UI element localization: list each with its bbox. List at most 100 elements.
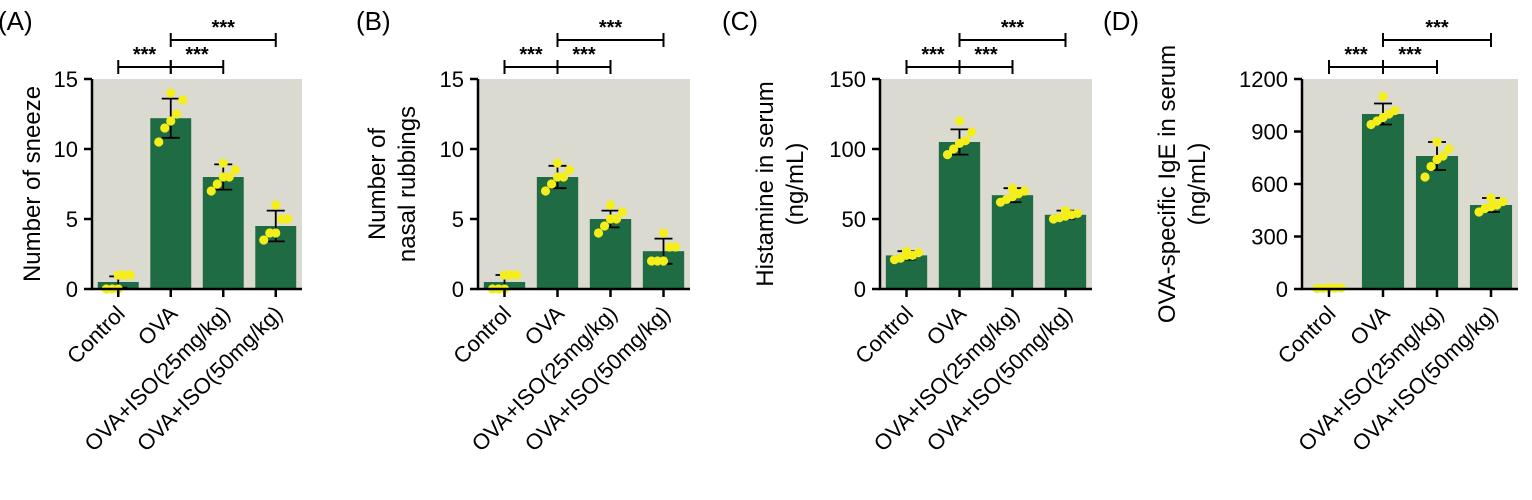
- y-tick-label: 10: [440, 137, 464, 162]
- bar: [1361, 114, 1405, 289]
- significance-label: ***: [921, 44, 945, 66]
- x-tick-label: Control: [62, 301, 130, 369]
- data-point: [154, 137, 164, 147]
- data-point: [259, 235, 269, 245]
- data-point: [1060, 206, 1071, 216]
- data-point: [670, 242, 681, 252]
- data-point: [224, 172, 234, 182]
- data-point: [954, 116, 965, 126]
- y-axis-label: Number of sneeze: [19, 86, 46, 282]
- data-point: [230, 165, 240, 175]
- data-point: [611, 214, 622, 224]
- panel-label: (D): [1103, 6, 1139, 36]
- y-tick-label: 600: [1251, 172, 1288, 197]
- y-axis-label: (ng/mL): [1184, 143, 1211, 226]
- significance-label: ***: [599, 17, 623, 39]
- significance-label: ***: [974, 44, 998, 66]
- significance-label: ***: [212, 17, 236, 39]
- data-point: [599, 221, 610, 231]
- bar: [536, 177, 579, 289]
- y-tick-label: 0: [452, 277, 464, 302]
- y-tick-label: 50: [842, 207, 866, 232]
- data-point: [617, 207, 628, 217]
- data-point: [499, 270, 510, 280]
- data-point: [212, 179, 222, 189]
- y-tick-label: 0: [854, 277, 866, 302]
- significance-label: ***: [1001, 17, 1025, 39]
- bar: [991, 195, 1034, 289]
- data-point: [1390, 105, 1400, 116]
- data-point: [913, 248, 924, 258]
- data-point: [166, 88, 176, 98]
- panel-label: (C): [722, 6, 758, 36]
- bar: [938, 142, 981, 289]
- y-tick-label: 1200: [1239, 67, 1288, 92]
- data-point: [1486, 193, 1496, 203]
- data-point: [1019, 186, 1030, 196]
- data-point: [166, 116, 176, 126]
- y-tick-label: 150: [829, 67, 866, 92]
- y-axis-label: Number of: [364, 128, 391, 240]
- data-point: [172, 109, 182, 119]
- y-tick-label: 15: [54, 67, 78, 92]
- data-point: [966, 127, 977, 137]
- significance-label: ***: [133, 44, 157, 66]
- data-point: [901, 246, 912, 256]
- significance-label: ***: [1425, 17, 1449, 39]
- x-tick-label: Control: [1273, 301, 1341, 369]
- x-tick-label: OVA: [1345, 301, 1395, 351]
- data-point: [113, 270, 123, 280]
- data-point: [546, 179, 557, 189]
- y-axis-label: Histamine in serum: [752, 81, 779, 286]
- data-point: [558, 172, 569, 182]
- y-axis-label: OVA-specific IgE in serum: [1154, 45, 1181, 323]
- data-point: [1426, 161, 1436, 172]
- y-tick-label: 100: [829, 137, 866, 162]
- y-axis-label: nasal rubbings: [394, 106, 421, 262]
- bar: [150, 118, 192, 289]
- x-tick-label: Control: [850, 301, 918, 369]
- significance-label: ***: [185, 44, 209, 66]
- data-point: [960, 136, 971, 146]
- data-point: [1438, 151, 1448, 161]
- y-tick-label: 900: [1251, 120, 1288, 145]
- data-point: [1432, 137, 1442, 147]
- data-point: [1444, 144, 1454, 154]
- data-point: [271, 200, 281, 210]
- bar: [1469, 205, 1513, 289]
- data-point: [218, 158, 228, 168]
- data-point: [206, 186, 216, 196]
- data-point: [942, 150, 953, 160]
- y-tick-label: 5: [452, 207, 464, 232]
- data-point: [658, 256, 669, 266]
- x-tick-label: Control: [448, 301, 516, 369]
- panel-label: (A): [0, 6, 33, 36]
- y-tick-label: 0: [66, 277, 78, 302]
- data-point: [658, 228, 669, 238]
- data-point: [511, 270, 522, 280]
- data-point: [540, 186, 551, 196]
- panel-label: (B): [356, 6, 391, 36]
- y-tick-label: 300: [1251, 225, 1288, 250]
- data-point: [1007, 183, 1018, 193]
- data-point: [178, 95, 188, 105]
- bar: [1044, 214, 1087, 289]
- data-point: [593, 228, 604, 238]
- data-point: [552, 158, 563, 168]
- data-point: [564, 165, 575, 175]
- data-point: [1072, 208, 1083, 218]
- data-point: [271, 228, 281, 238]
- data-point: [160, 123, 170, 133]
- data-point: [125, 270, 135, 280]
- significance-label: ***: [519, 44, 543, 66]
- y-tick-label: 15: [440, 67, 464, 92]
- y-tick-label: 10: [54, 137, 78, 162]
- data-point: [283, 214, 293, 224]
- data-point: [605, 200, 616, 210]
- significance-label: ***: [1344, 44, 1368, 66]
- bar: [202, 177, 244, 289]
